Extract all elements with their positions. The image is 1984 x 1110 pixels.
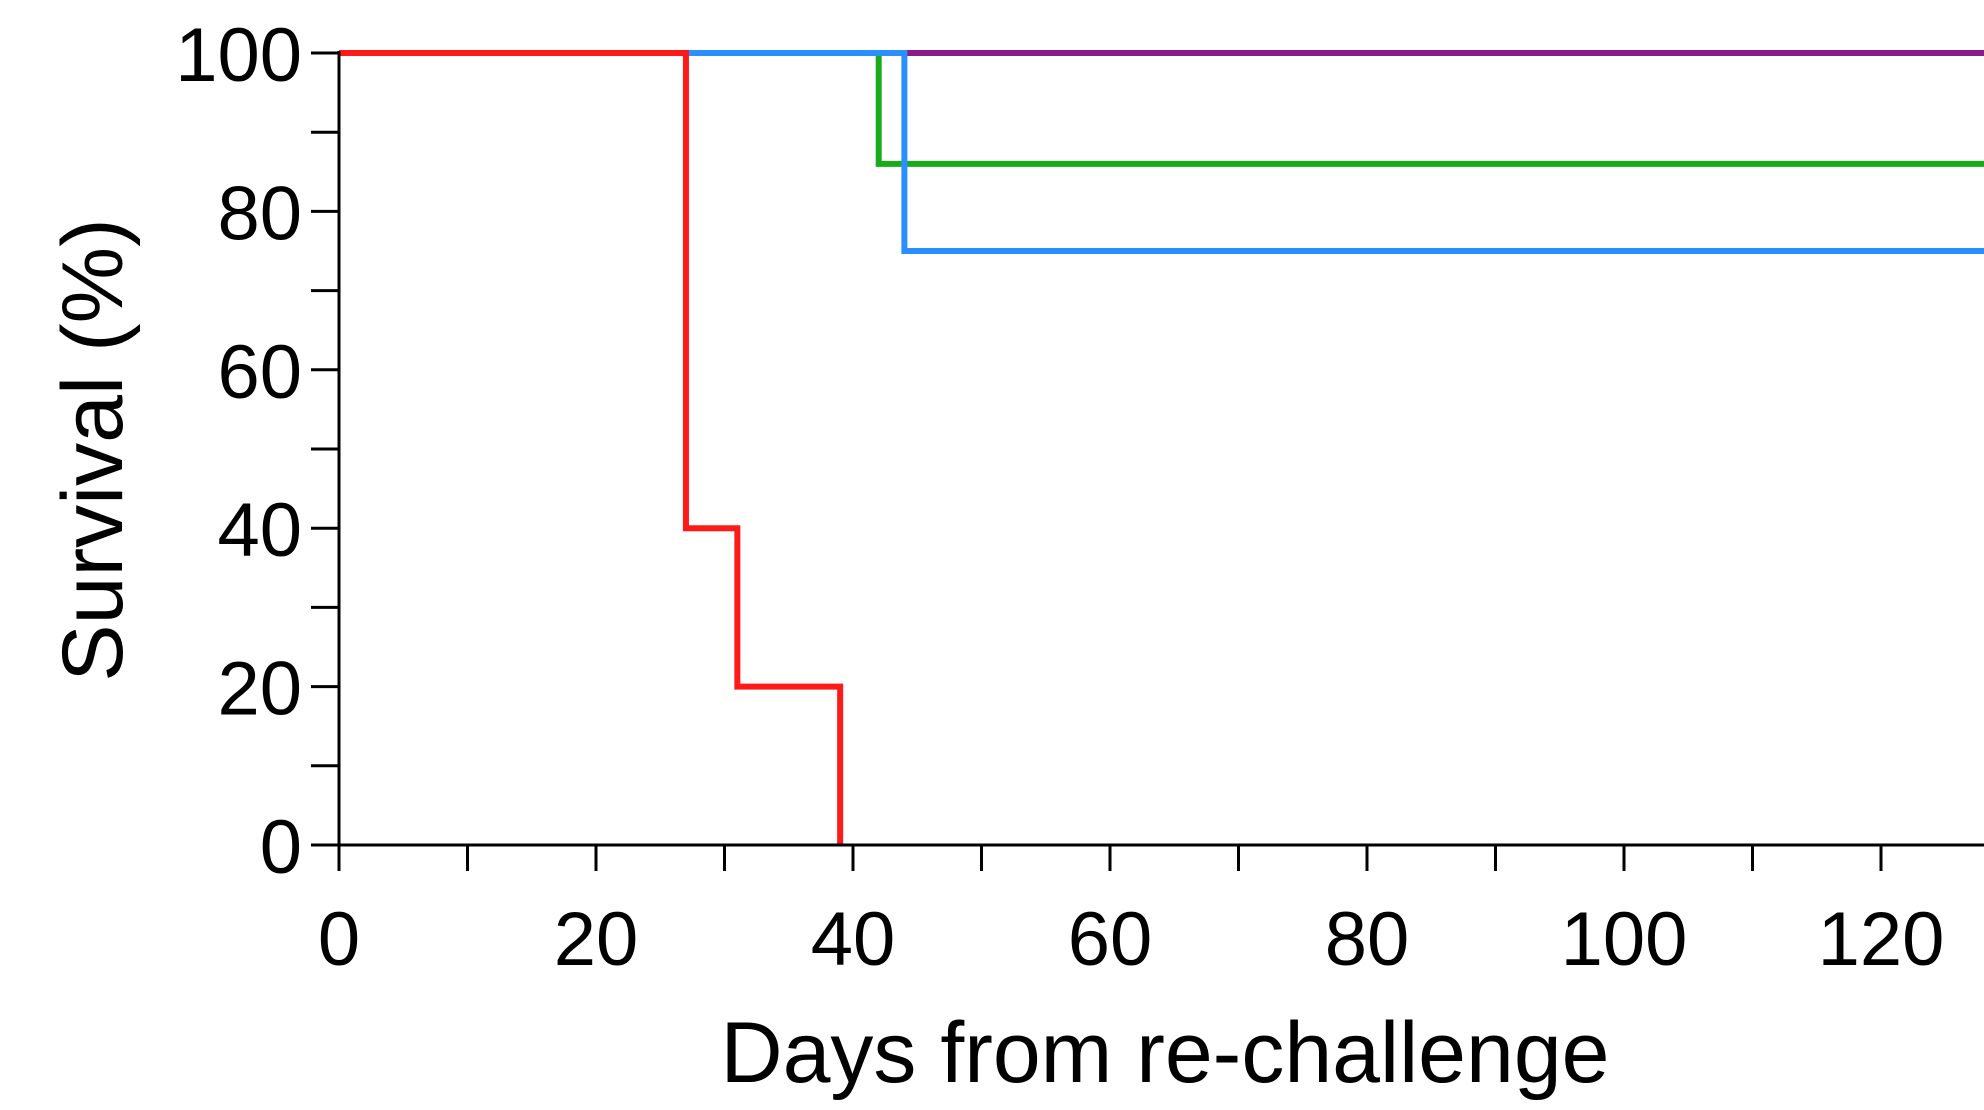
series-line-3: [339, 50, 1984, 254]
series-line-4: [339, 50, 844, 845]
y-tick-label: 100: [175, 13, 302, 98]
x-tick-label: 80: [1325, 897, 1410, 982]
x-tick-label: 0: [318, 897, 360, 982]
y-axis-title: Survival (%): [45, 218, 141, 682]
y-tick-label: 20: [217, 647, 302, 732]
labels-layer: Days from re-challenge Survival (%) 0 20 4…: [45, 13, 1944, 1101]
y-tick-label: 40: [217, 488, 302, 573]
x-axis-title: Days from re-challenge: [720, 1005, 1609, 1101]
y-tick-label: 0: [260, 805, 302, 890]
x-tick-label: 100: [1561, 897, 1688, 982]
series-line-2: [339, 50, 1984, 167]
axes-layer: [311, 51, 1984, 871]
y-tick-label: 80: [217, 171, 302, 256]
x-tick-label: 120: [1818, 897, 1945, 982]
x-tick-label: 20: [554, 897, 639, 982]
x-tick-label: 40: [811, 897, 896, 982]
y-tick-label: 60: [217, 330, 302, 415]
series-layer: [339, 50, 1984, 845]
x-tick-label: 60: [1068, 897, 1153, 982]
